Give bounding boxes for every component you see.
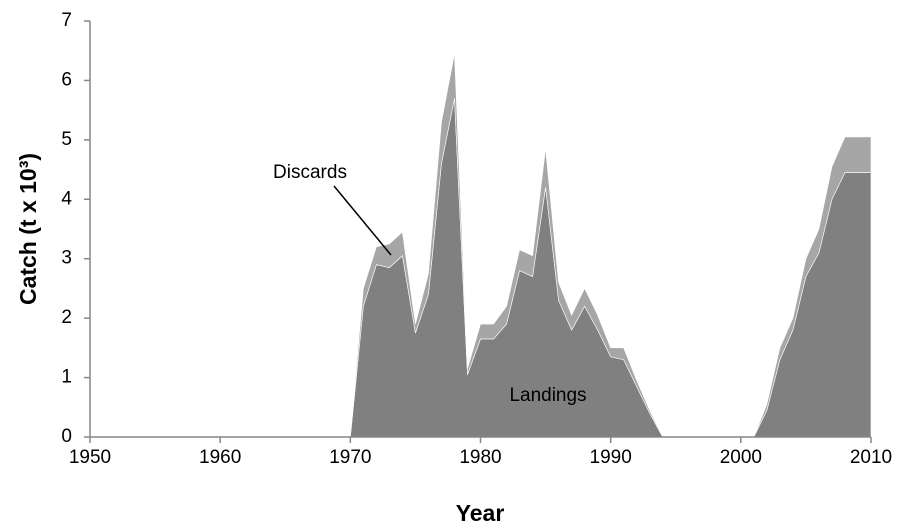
y-tick-label: 7 — [61, 10, 72, 31]
x-tick-label: 1970 — [329, 447, 371, 468]
y-tick-label: 4 — [61, 188, 72, 209]
y-tick-label: 1 — [61, 367, 72, 388]
series-label: Discards — [273, 162, 347, 183]
area — [90, 53, 872, 438]
y-tick-label: 6 — [61, 69, 72, 90]
x-tick-label: 1950 — [69, 447, 111, 468]
x-tick-label: 1990 — [590, 447, 632, 468]
x-tick-label: 1960 — [199, 447, 241, 468]
x-tick-label: 2010 — [850, 447, 892, 468]
x-tick-label: 1980 — [459, 447, 501, 468]
y-axis-title: Catch (t x 10³) — [15, 153, 41, 305]
y-tick-label: 3 — [61, 248, 72, 269]
y-tick-label: 0 — [61, 426, 72, 447]
y-tick-label: 2 — [61, 307, 72, 328]
x-axis-title: Year — [456, 500, 505, 526]
series-label: Landings — [509, 385, 586, 406]
area — [90, 98, 872, 438]
leader-line — [333, 185, 392, 256]
x-tick-label: 2000 — [720, 447, 762, 468]
y-tick-label: 5 — [61, 129, 72, 150]
